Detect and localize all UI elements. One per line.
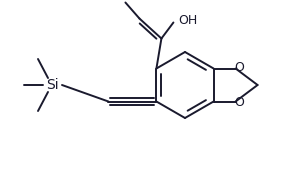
Text: OH: OH — [178, 14, 198, 27]
Text: Si: Si — [46, 78, 58, 92]
Text: O: O — [235, 61, 244, 74]
Text: O: O — [235, 96, 244, 109]
